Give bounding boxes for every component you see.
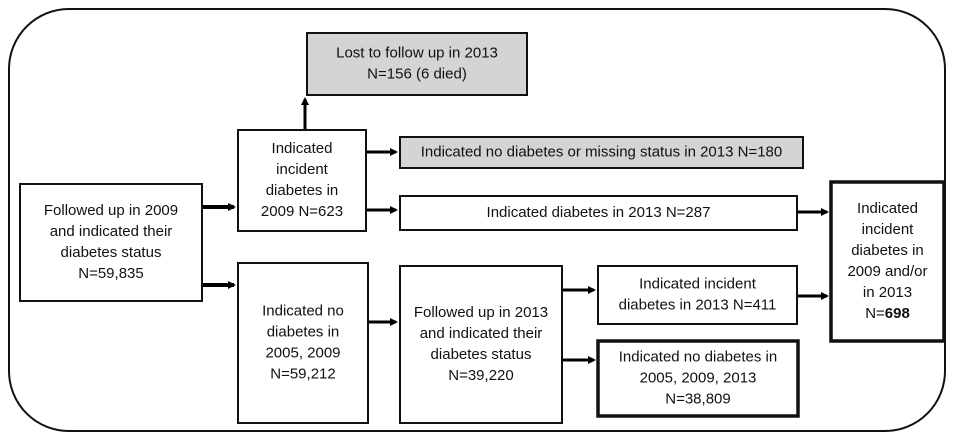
node-text: incident: [862, 221, 915, 238]
flow-node: Indicated incident diabetes in 2009 and/or i…: [829, 180, 946, 343]
flow-node: Indicated incident diabetes in 2009 N=623: [237, 129, 367, 232]
node-box: [597, 265, 798, 325]
node-box: [19, 183, 203, 302]
node-text: 2009 N=623: [261, 203, 343, 220]
node-text: incident: [276, 161, 329, 178]
node-text: diabetes in: [267, 323, 340, 340]
node-text: Indicated: [857, 200, 918, 217]
node-text: N=156 (6 died): [367, 65, 467, 82]
node-box: [237, 262, 369, 424]
flow-node: Indicated incident diabetes in 2013 N=411: [597, 265, 798, 325]
flow-node: Followed up in 2009 and indicated their di…: [19, 183, 203, 302]
node-box: [306, 32, 528, 96]
flow-node: Indicated no diabetes in 2005, 2009 N=59,21…: [237, 262, 369, 424]
node-box: [596, 339, 800, 418]
node-text: Indicated no: [262, 302, 344, 319]
node-text: 2009 and/or: [847, 263, 927, 280]
node-text: N=59,212: [270, 365, 335, 382]
node-text: Indicated no diabetes or missing status …: [421, 143, 782, 160]
node-box: [399, 265, 563, 424]
node-box: [399, 136, 804, 169]
node-text: diabetes status: [431, 346, 532, 363]
node-text: and indicated their: [50, 223, 173, 240]
node-text: Indicated no diabetes in: [619, 348, 777, 365]
node-text: and indicated their: [420, 325, 543, 342]
node-text: N=38,809: [665, 390, 730, 407]
node-text: Lost to follow up in 2013: [336, 44, 498, 61]
flow-node: Indicated no diabetes in 2005, 2009, 2013…: [596, 339, 800, 418]
node-text: diabetes in: [851, 242, 924, 259]
node-box: [237, 129, 367, 232]
node-text: Indicated: [272, 140, 333, 157]
flow-node: Lost to follow up in 2013 N=156 (6 died): [306, 32, 528, 96]
node-text: diabetes in: [266, 182, 339, 199]
flow-node: Followed up in 2013 and indicated their di…: [399, 265, 563, 424]
node-text: diabetes status: [61, 244, 162, 261]
count-label: N=: [865, 305, 885, 322]
count-value: 698: [885, 305, 910, 322]
node-count: N=698: [865, 305, 910, 322]
arrows: [202, 97, 829, 364]
node-text: Followed up in 2009: [44, 202, 178, 219]
flow-node: Indicated no diabetes or missing status …: [399, 136, 804, 169]
node-text: diabetes in 2013 N=411: [619, 296, 777, 313]
node-box: [829, 180, 946, 343]
node-text: Followed up in 2013: [414, 304, 548, 321]
node-text: 2005, 2009, 2013: [640, 369, 757, 386]
node-text: Indicated diabetes in 2013 N=287: [487, 204, 711, 221]
node-box: [399, 195, 798, 231]
node-text: 2005, 2009: [265, 344, 340, 361]
flow-node: Indicated diabetes in 2013 N=287: [399, 195, 798, 231]
node-text: N=59,835: [78, 265, 143, 282]
node-text: Indicated incident: [639, 275, 757, 292]
node-text: N=39,220: [448, 367, 513, 384]
node-text: in 2013: [863, 284, 912, 301]
